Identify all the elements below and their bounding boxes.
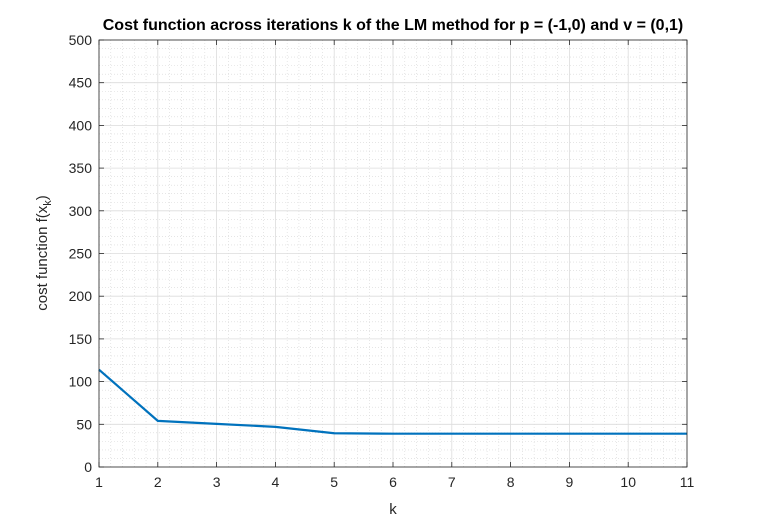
x-tick-label: 3 xyxy=(213,474,221,490)
y-tick-label: 150 xyxy=(69,331,93,347)
x-tick-label: 10 xyxy=(620,474,636,490)
y-tick-label: 450 xyxy=(69,75,93,91)
x-tick-label: 5 xyxy=(330,474,338,490)
x-tick-label: 7 xyxy=(448,474,456,490)
y-axis-label-main: cost function f(x xyxy=(34,205,51,311)
y-axis-label-subscript: k xyxy=(42,200,54,206)
chart-title: Cost function across iterations k of the… xyxy=(103,17,684,34)
y-tick-label: 0 xyxy=(84,459,92,475)
y-tick-label: 400 xyxy=(69,117,93,133)
y-tick-label: 100 xyxy=(69,374,93,390)
y-axis-ticks: 0 50 100 150 200 250 300 350 400 450 500 xyxy=(69,32,687,475)
y-axis-label-close: ) xyxy=(34,195,51,200)
x-axis-ticks: 1 2 3 4 5 6 7 8 9 10 11 xyxy=(95,40,694,490)
x-axis-label: k xyxy=(389,501,397,518)
x-tick-label: 2 xyxy=(154,474,162,490)
x-tick-label: 11 xyxy=(680,474,695,490)
y-tick-label: 200 xyxy=(69,288,93,304)
y-axis-label: cost function f(xk) xyxy=(34,195,54,311)
x-tick-label: 1 xyxy=(95,474,103,490)
x-tick-label: 8 xyxy=(507,474,515,490)
x-tick-label: 4 xyxy=(272,474,280,490)
y-tick-label: 250 xyxy=(69,246,93,262)
x-tick-label: 6 xyxy=(389,474,397,490)
y-tick-label: 300 xyxy=(69,203,93,219)
x-tick-label: 9 xyxy=(566,474,574,490)
y-tick-label: 500 xyxy=(69,32,93,48)
plot-area: 1 2 3 4 5 6 7 8 9 10 11 0 50 100 150 200 250 300 350 400 45… xyxy=(69,32,695,490)
y-tick-label: 50 xyxy=(76,416,92,432)
y-tick-label: 350 xyxy=(69,160,93,176)
